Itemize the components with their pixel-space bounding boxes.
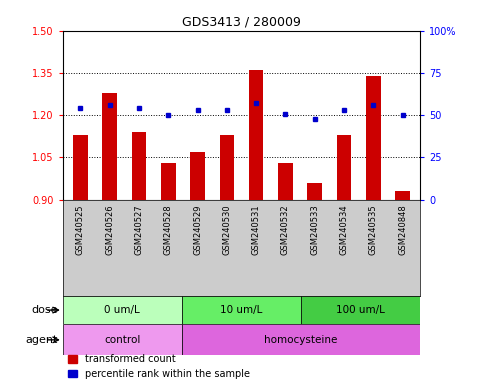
Text: GSM240527: GSM240527 <box>134 205 143 255</box>
Bar <box>63 296 182 324</box>
Text: 10 um/L: 10 um/L <box>220 305 263 315</box>
Title: GDS3413 / 280009: GDS3413 / 280009 <box>182 15 301 28</box>
Bar <box>102 93 117 200</box>
Text: GSM240533: GSM240533 <box>310 205 319 255</box>
Text: agent: agent <box>26 335 58 345</box>
Bar <box>182 296 301 324</box>
Bar <box>132 132 146 200</box>
Text: 0 um/L: 0 um/L <box>104 305 140 315</box>
Text: GSM240529: GSM240529 <box>193 205 202 255</box>
Bar <box>63 324 182 355</box>
Text: GSM240848: GSM240848 <box>398 205 407 255</box>
Text: GSM240526: GSM240526 <box>105 205 114 255</box>
Text: GSM240528: GSM240528 <box>164 205 173 255</box>
Text: GSM240532: GSM240532 <box>281 205 290 255</box>
Legend: transformed count, percentile rank within the sample: transformed count, percentile rank withi… <box>68 354 250 379</box>
Text: GSM240530: GSM240530 <box>222 205 231 255</box>
Bar <box>190 152 205 200</box>
Text: 100 um/L: 100 um/L <box>336 305 385 315</box>
Bar <box>73 135 88 200</box>
Text: dose: dose <box>31 305 58 315</box>
Bar <box>220 135 234 200</box>
Bar <box>337 135 351 200</box>
Bar <box>161 163 176 200</box>
Text: GSM240534: GSM240534 <box>340 205 349 255</box>
Bar <box>301 296 420 324</box>
Bar <box>395 191 410 200</box>
Text: homocysteine: homocysteine <box>264 335 338 345</box>
Bar <box>249 70 263 200</box>
Bar <box>182 324 420 355</box>
Text: GSM240531: GSM240531 <box>252 205 261 255</box>
Text: GSM240535: GSM240535 <box>369 205 378 255</box>
Text: GSM240525: GSM240525 <box>76 205 85 255</box>
Bar <box>366 76 381 200</box>
Text: control: control <box>104 335 141 345</box>
Bar <box>278 163 293 200</box>
Bar <box>307 183 322 200</box>
